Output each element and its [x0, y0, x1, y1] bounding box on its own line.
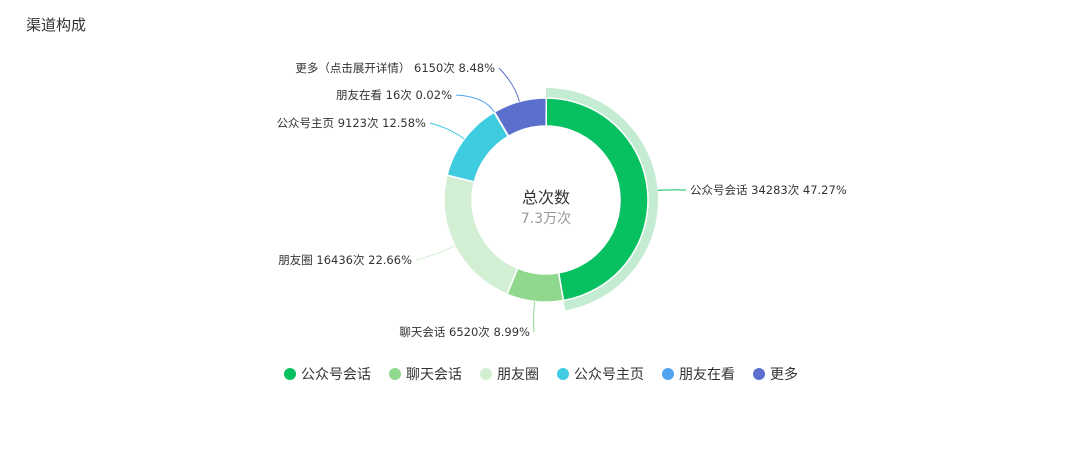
leader-line [429, 122, 465, 140]
chart-title: 渠道构成 [26, 16, 87, 34]
data-label: 聊天会话 6520次 8.99% [399, 325, 530, 339]
legend-item[interactable]: 朋友圈 [480, 364, 539, 384]
slice-2[interactable] [443, 174, 519, 296]
legend-dot-icon [557, 368, 569, 380]
legend-dot-icon [480, 368, 492, 380]
legend-item[interactable]: 更多 [753, 364, 798, 384]
legend-item[interactable]: 聊天会话 [389, 364, 462, 384]
legend-label: 聊天会话 [406, 367, 462, 383]
legend-dot-icon [662, 368, 674, 380]
legend-dot-icon [753, 368, 765, 380]
data-label: 公众号主页 9123次 12.58% [277, 116, 426, 130]
center-value: 7.3万次 [521, 211, 571, 227]
data-label: 朋友圈 16436次 22.66% [278, 253, 412, 267]
leader-line [533, 301, 536, 333]
legend-label: 朋友在看 [679, 367, 735, 383]
legend-label: 公众号主页 [574, 367, 644, 383]
center-title: 总次数 [522, 188, 570, 207]
legend-label: 更多 [770, 367, 798, 383]
legend-dot-icon [284, 368, 296, 380]
leader-line [415, 245, 456, 261]
legend: 公众号会话 聊天会话 朋友圈 公众号主页 朋友在看 更多 [284, 364, 798, 384]
leader-line [455, 94, 495, 113]
slice-3[interactable] [446, 111, 510, 183]
leader-line [498, 67, 520, 102]
data-label: 更多（点击展开详情） 6150次 8.48% [295, 61, 495, 75]
legend-item[interactable]: 朋友在看 [662, 364, 735, 384]
legend-item[interactable]: 公众号会话 [284, 364, 371, 384]
slice-5[interactable] [493, 97, 548, 138]
data-label: 公众号会话 34283次 47.27% [690, 183, 847, 197]
legend-label: 朋友圈 [497, 367, 539, 383]
slice-0[interactable] [545, 97, 649, 302]
data-label: 朋友在看 16次 0.02% [336, 88, 452, 102]
legend-dot-icon [389, 368, 401, 380]
legend-label: 公众号会话 [301, 367, 371, 383]
legend-item[interactable]: 公众号主页 [557, 364, 644, 384]
